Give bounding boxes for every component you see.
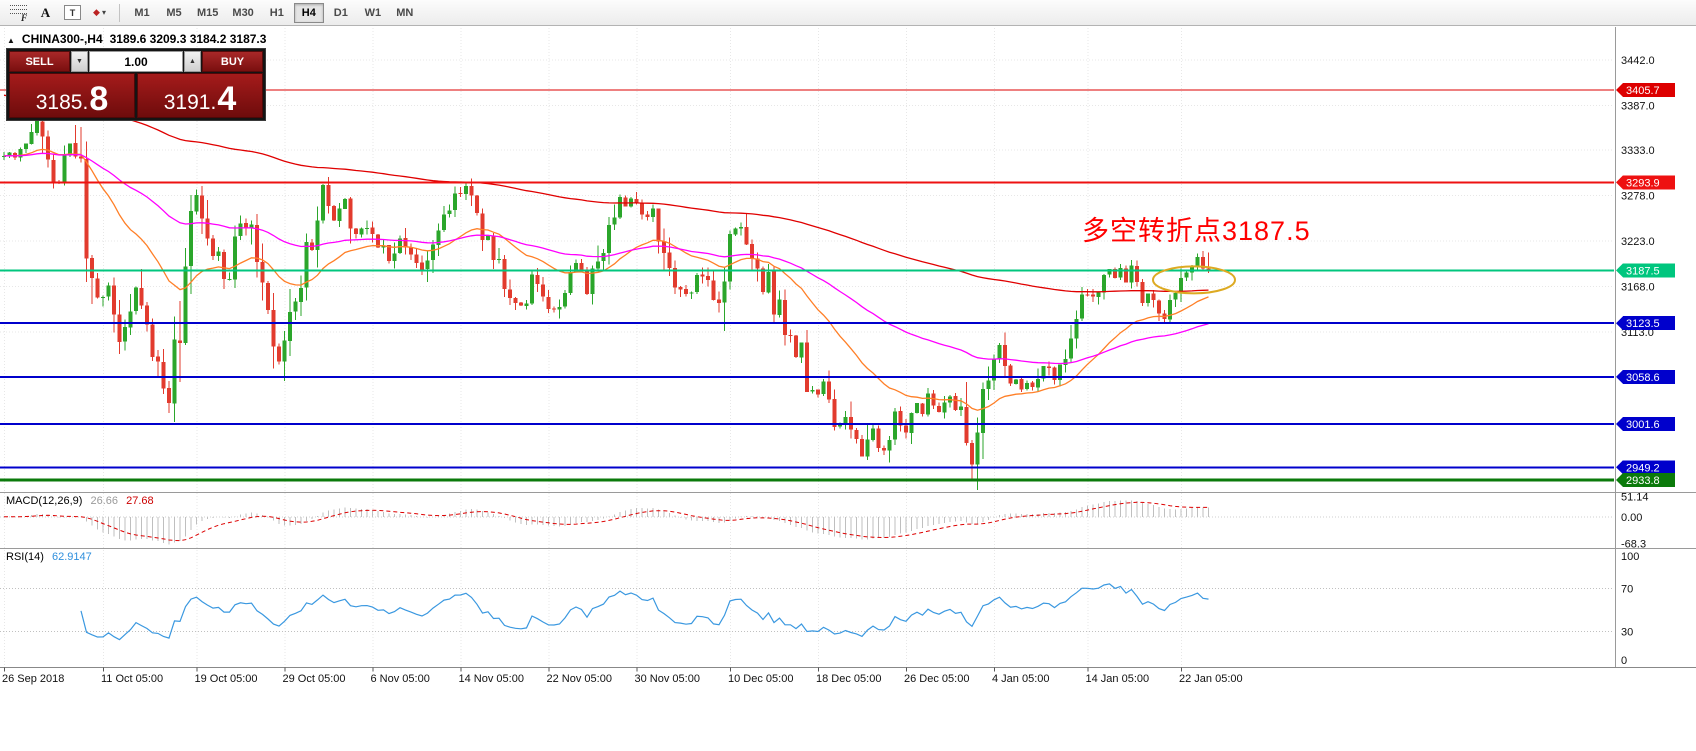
svg-text:6 Nov 05:00: 6 Nov 05:00: [371, 673, 430, 685]
sell-price-big-digit: 8: [89, 80, 109, 119]
dropdown-caret-icon: ▾: [101, 8, 106, 17]
svg-text:51.14: 51.14: [1621, 492, 1649, 504]
ohlc-values: 3189.6 3209.3 3184.2 3187.3: [109, 32, 267, 46]
svg-text:3387.0: 3387.0: [1621, 100, 1655, 112]
volume-decrease-button[interactable]: ▼: [71, 51, 88, 72]
arrows-tool-button[interactable]: ◆ ▾: [86, 2, 113, 24]
timeframe-button-m1[interactable]: M1: [127, 3, 157, 23]
buy-price-main: 3191.: [163, 90, 217, 114]
one-click-top-row: SELL ▼ ▲ BUY: [9, 51, 263, 72]
text-tool-button[interactable]: A: [32, 2, 59, 24]
chart-ohlc-header: ▲ CHINA300-,H4 3189.6 3209.3 3184.2 3187…: [7, 32, 266, 46]
caret-down-icon: ▼: [76, 58, 83, 65]
svg-text:22 Jan 05:00: 22 Jan 05:00: [1179, 673, 1243, 685]
timeframe-button-m30[interactable]: M30: [226, 3, 259, 23]
fibonacci-icon: F: [10, 5, 27, 23]
text-label-icon: T: [64, 5, 81, 20]
text-tool-icon: A: [40, 4, 51, 20]
svg-text:3293.9: 3293.9: [1626, 177, 1660, 189]
svg-text:70: 70: [1621, 583, 1633, 595]
svg-text:4 Jan 05:00: 4 Jan 05:00: [992, 673, 1050, 685]
timeframe-button-group: M1 M5 M15 M30 H1 H4 D1 W1 MN: [126, 2, 421, 23]
timeframe-button-mn[interactable]: MN: [390, 3, 420, 23]
timeframe-button-w1[interactable]: W1: [358, 3, 388, 23]
svg-text:-68.3: -68.3: [1621, 539, 1646, 551]
svg-text:10 Dec 05:00: 10 Dec 05:00: [728, 673, 793, 685]
chart-annotation-text: 多空转折点3187.5: [1082, 216, 1311, 246]
svg-text:2933.8: 2933.8: [1626, 475, 1660, 487]
svg-text:29 Oct 05:00: 29 Oct 05:00: [283, 673, 346, 685]
svg-text:0: 0: [1621, 655, 1627, 667]
arrows-tool-icon: ◆: [93, 7, 100, 17]
volume-input[interactable]: [89, 51, 183, 72]
macd-indicator-label: MACD(12,26,9) 26.66 27.68: [6, 495, 154, 507]
macd-main-value: 26.66: [90, 495, 119, 507]
buy-price-big-digit: 4: [217, 80, 237, 119]
toolbar-separator: [119, 3, 120, 22]
rsi-value: 62.9147: [51, 551, 92, 563]
toolbar: F A T ◆ ▾ M1 M5 M15 M30 H1 H4 D1 W1 MN: [0, 0, 1696, 26]
svg-text:3123.5: 3123.5: [1626, 318, 1660, 330]
svg-text:19 Oct 05:00: 19 Oct 05:00: [195, 673, 258, 685]
svg-text:3187.5: 3187.5: [1626, 265, 1660, 277]
caret-up-icon: ▲: [189, 58, 196, 65]
timeframe-button-d1[interactable]: D1: [326, 3, 356, 23]
svg-text:100: 100: [1621, 551, 1639, 563]
symbol-period-label: CHINA300-,H4: [21, 32, 103, 46]
one-click-price-row: 3185. 8 3191. 4: [9, 73, 263, 118]
svg-text:3001.6: 3001.6: [1626, 419, 1660, 431]
svg-text:26 Sep 2018: 26 Sep 2018: [2, 673, 64, 685]
svg-text:2949.2: 2949.2: [1626, 462, 1660, 474]
volume-increase-button[interactable]: ▲: [184, 51, 201, 72]
svg-text:14 Nov 05:00: 14 Nov 05:00: [459, 673, 524, 685]
timeframe-button-h4[interactable]: H4: [293, 2, 324, 23]
fibonacci-tool-button[interactable]: F: [5, 2, 32, 24]
macd-signal-value: 27.68: [126, 495, 154, 507]
one-click-collapse-icon[interactable]: ▲: [7, 36, 15, 45]
rsi-name: RSI(14): [6, 551, 44, 563]
svg-text:3058.6: 3058.6: [1626, 372, 1660, 384]
svg-text:3442.0: 3442.0: [1621, 55, 1655, 67]
svg-text:3223.0: 3223.0: [1621, 236, 1655, 248]
rsi-indicator-label: RSI(14) 62.9147: [6, 551, 92, 563]
buy-price-button[interactable]: 3191. 4: [137, 73, 263, 118]
svg-text:18 Dec 05:00: 18 Dec 05:00: [816, 673, 881, 685]
svg-text:26 Dec 05:00: 26 Dec 05:00: [904, 673, 969, 685]
svg-text:22 Nov 05:00: 22 Nov 05:00: [547, 673, 612, 685]
buy-button[interactable]: BUY: [202, 51, 263, 72]
one-click-trading-panel: SELL ▼ ▲ BUY 3185. 8 3191. 4: [6, 48, 266, 121]
macd-name: MACD(12,26,9): [6, 495, 83, 507]
svg-text:3278.0: 3278.0: [1621, 191, 1655, 203]
svg-text:3168.0: 3168.0: [1621, 281, 1655, 293]
svg-text:30 Nov 05:00: 30 Nov 05:00: [635, 673, 700, 685]
svg-text:0.00: 0.00: [1621, 512, 1642, 524]
fibonacci-letter: F: [20, 13, 27, 23]
svg-text:14 Jan 05:00: 14 Jan 05:00: [1086, 673, 1150, 685]
timeframe-button-m5[interactable]: M5: [159, 3, 189, 23]
sell-price-main: 3185.: [35, 90, 89, 114]
sell-button[interactable]: SELL: [9, 51, 70, 72]
svg-text:30: 30: [1621, 627, 1633, 639]
timeframe-button-m15[interactable]: M15: [191, 3, 224, 23]
price-scale[interactable]: [1616, 27, 1696, 667]
svg-text:11 Oct 05:00: 11 Oct 05:00: [101, 673, 163, 685]
text-label-tool-button[interactable]: T: [59, 2, 86, 24]
svg-text:3405.7: 3405.7: [1626, 85, 1660, 97]
sell-price-button[interactable]: 3185. 8: [9, 73, 135, 118]
time-scale[interactable]: [0, 668, 1614, 692]
timeframe-button-h1[interactable]: H1: [262, 3, 292, 23]
svg-text:3333.0: 3333.0: [1621, 145, 1655, 157]
